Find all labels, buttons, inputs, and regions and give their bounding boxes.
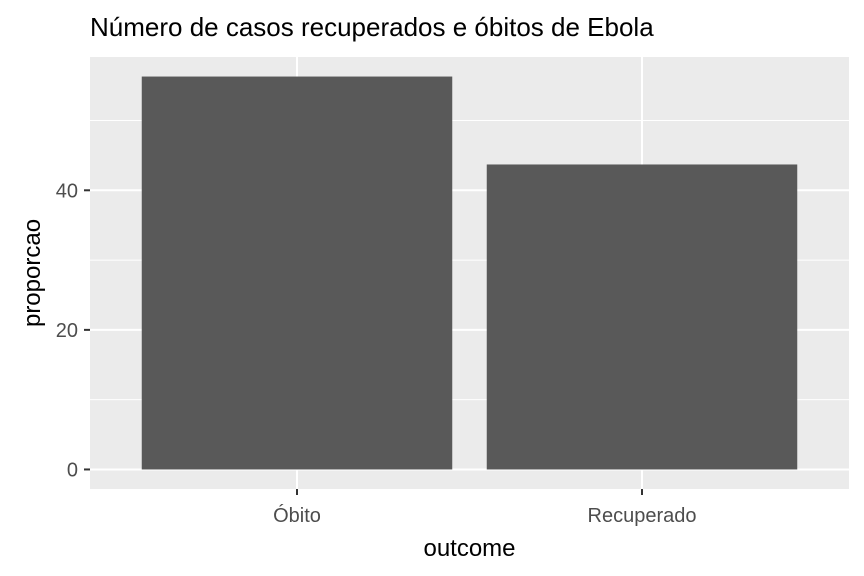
y-tick-label: 40 (56, 180, 78, 202)
x-axis: Óbito Recuperado (273, 489, 696, 527)
bar-recuperado (486, 164, 798, 470)
x-tick-label: Recuperado (588, 505, 697, 527)
y-tick-label: 20 (56, 320, 78, 342)
y-axis-title: proporcao (19, 219, 46, 327)
bar-óbito (141, 76, 453, 470)
y-axis: 0 20 40 (56, 180, 90, 481)
x-axis-title: outcome (423, 535, 515, 562)
bars (141, 76, 798, 470)
x-tick-label: Óbito (273, 504, 321, 527)
y-tick-label: 0 (67, 459, 78, 481)
chart-title: Número de casos recuperados e óbitos de … (90, 12, 654, 42)
